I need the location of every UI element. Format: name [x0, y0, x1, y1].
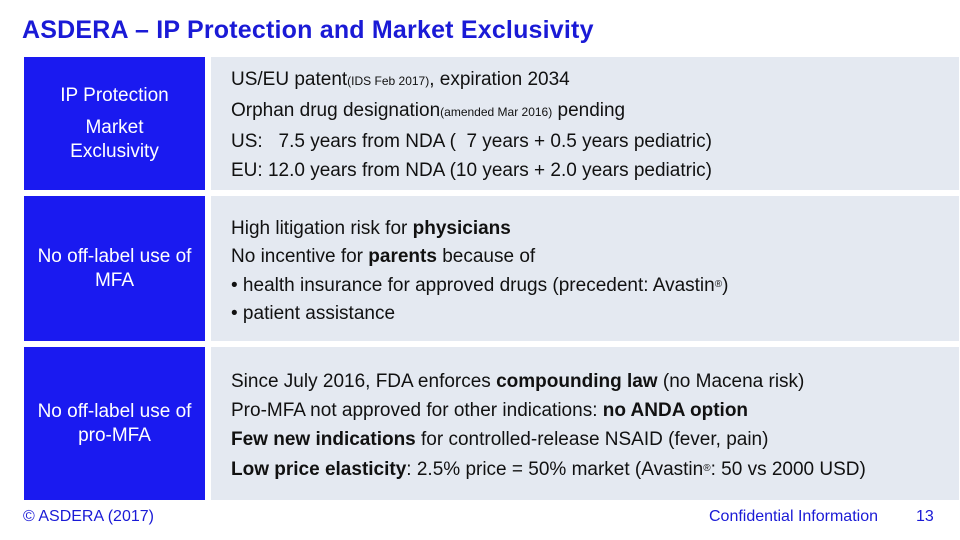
page-number: 13 [916, 508, 934, 525]
content-line: Orphan drug designation(amended Mar 2016… [231, 100, 626, 121]
label-no-offlabel-mfa: No off-label use of MFA [24, 196, 205, 341]
label-no-offlabel-pro-mfa-text: No off-label use of pro-MFA [37, 400, 192, 446]
content-line: US: 7.5 years from NDA ( 7 years + 0.5 y… [231, 131, 712, 152]
content-no-offlabel-mfa: High litigation risk for physicians No i… [211, 196, 959, 341]
content-line: EU: 12.0 years from NDA (10 years + 2.0 … [231, 160, 713, 181]
content-line: • patient assistance [231, 303, 396, 324]
content-line: Pro-MFA not approved for other indicatio… [231, 400, 749, 421]
content-line: Few new indications for controlled-relea… [231, 429, 769, 450]
content-line: Since July 2016, FDA enforces compoundin… [231, 371, 805, 392]
content-line: • health insurance for approved drugs (p… [231, 275, 729, 296]
label-ip-protection: IP Protection Market Exclusivity [24, 57, 205, 190]
content-line: High litigation risk for physicians [231, 218, 511, 239]
label-ip-protection-text: IP Protection [60, 84, 169, 106]
content-line: Low price elasticity: 2.5% price = 50% m… [231, 459, 866, 480]
content-no-offlabel-pro-mfa: Since July 2016, FDA enforces compoundin… [211, 347, 959, 500]
label-market-exclusivity-text: Market Exclusivity [70, 116, 159, 162]
content-line: US/EU patent(IDS Feb 2017), expiration 2… [231, 69, 570, 90]
copyright: © ASDERA (2017) [23, 508, 154, 525]
content-line: No incentive for parents because of [231, 246, 536, 267]
page-title: ASDERA – IP Protection and Market Exclus… [22, 16, 594, 44]
label-no-offlabel-pro-mfa: No off-label use of pro-MFA [24, 347, 205, 500]
label-no-offlabel-mfa-text: No off-label use of MFA [37, 245, 192, 291]
confidential-notice: Confidential Information [709, 508, 878, 525]
content-ip-protection: US/EU patent(IDS Feb 2017), expiration 2… [211, 57, 959, 190]
